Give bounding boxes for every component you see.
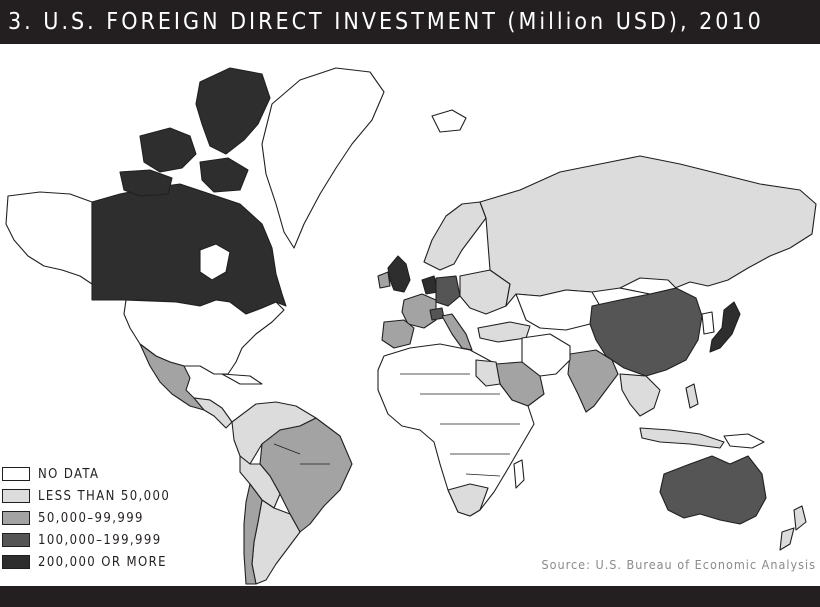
legend-label: 200,000 OR MORE bbox=[38, 554, 167, 570]
title-bar: 3. U.S. FOREIGN DIRECT INVESTMENT (Milli… bbox=[0, 0, 820, 44]
region-scandinavia bbox=[423, 201, 487, 271]
source-citation: Source: U.S. Bureau of Economic Analysis bbox=[541, 557, 816, 572]
region-new-guinea bbox=[723, 433, 765, 449]
region-central-america bbox=[193, 397, 233, 429]
region-south-africa bbox=[447, 483, 489, 517]
region-chile bbox=[243, 483, 263, 585]
region-iceland bbox=[431, 109, 467, 133]
region-canada bbox=[91, 183, 287, 315]
legend-item-no-data: NO DATA bbox=[2, 463, 170, 485]
bottom-bar bbox=[0, 586, 820, 607]
region-australia bbox=[659, 455, 767, 525]
region-cuba bbox=[221, 373, 263, 385]
region-ireland bbox=[377, 271, 391, 289]
legend-label: 50,000–99,999 bbox=[38, 510, 144, 526]
legend-swatch bbox=[2, 555, 30, 569]
region-canada-arctic-3 bbox=[119, 169, 173, 197]
region-egypt bbox=[475, 359, 501, 387]
legend-item-100k-200k: 100,000–199,999 bbox=[2, 529, 170, 551]
region-south-america-west bbox=[239, 455, 281, 509]
legend-swatch bbox=[2, 511, 30, 525]
legend-item-ge-200k: 200,000 OR MORE bbox=[2, 551, 170, 573]
region-new-zealand-south bbox=[779, 527, 795, 551]
region-canada-arctic-2 bbox=[139, 127, 197, 173]
legend: NO DATA LESS THAN 50,000 50,000–99,999 1… bbox=[2, 463, 170, 573]
region-middle-east bbox=[521, 333, 571, 377]
region-hudson-bay bbox=[199, 243, 231, 281]
legend-swatch bbox=[2, 533, 30, 547]
region-canada-arctic bbox=[195, 67, 271, 155]
region-switzerland bbox=[429, 307, 445, 321]
region-mongolia bbox=[619, 277, 677, 295]
legend-label: NO DATA bbox=[38, 466, 100, 482]
region-philippines bbox=[685, 383, 699, 409]
legend-label: LESS THAN 50,000 bbox=[38, 488, 171, 504]
region-indonesia bbox=[639, 427, 725, 449]
legend-item-lt-50k: LESS THAN 50,000 bbox=[2, 485, 170, 507]
region-alaska bbox=[5, 191, 93, 285]
border-lines bbox=[273, 373, 520, 477]
world-map bbox=[0, 44, 820, 586]
legend-item-50k-100k: 50,000–99,999 bbox=[2, 507, 170, 529]
region-korea bbox=[701, 311, 715, 335]
region-italy bbox=[441, 313, 473, 351]
region-southeast-asia bbox=[619, 373, 661, 417]
region-france bbox=[401, 293, 437, 329]
region-new-zealand bbox=[793, 505, 807, 531]
region-spain bbox=[381, 319, 415, 349]
region-greenland bbox=[261, 67, 385, 249]
region-india bbox=[567, 349, 619, 413]
legend-swatch bbox=[2, 467, 30, 481]
map-title: 3. U.S. FOREIGN DIRECT INVESTMENT (Milli… bbox=[8, 9, 764, 35]
region-central-asia bbox=[515, 289, 601, 331]
region-madagascar bbox=[513, 459, 525, 489]
region-japan bbox=[709, 301, 741, 353]
legend-label: 100,000–199,999 bbox=[38, 532, 162, 548]
region-germany bbox=[435, 275, 461, 307]
region-russia bbox=[479, 155, 817, 307]
region-uk bbox=[387, 255, 411, 293]
region-canada-arctic-4 bbox=[199, 157, 249, 193]
legend-swatch bbox=[2, 489, 30, 503]
